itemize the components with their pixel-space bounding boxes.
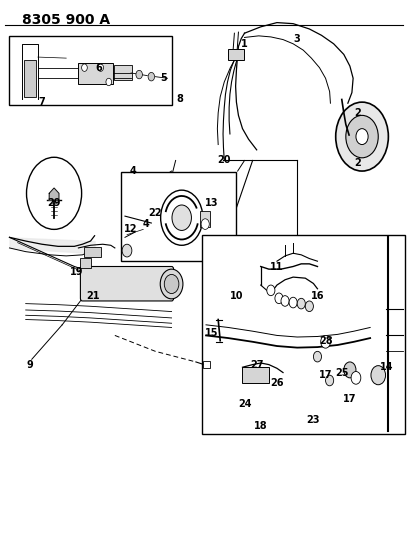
Circle shape [275,293,283,304]
Bar [200,211,210,227]
Bar [202,235,405,433]
Text: 25: 25 [335,368,348,377]
Text: 8: 8 [176,94,183,104]
Text: 3: 3 [294,34,301,44]
Bar [84,247,101,257]
Polygon shape [49,188,59,200]
Text: 21: 21 [86,290,99,301]
Circle shape [122,244,132,257]
Text: 17: 17 [319,370,333,380]
Text: 14: 14 [379,362,393,372]
Circle shape [346,115,378,158]
Text: 10: 10 [230,290,243,301]
Text: 4: 4 [130,166,136,176]
Text: 4: 4 [143,219,150,229]
Text: 26: 26 [270,378,284,388]
Text: 27: 27 [250,360,264,369]
Bar [228,49,244,60]
Circle shape [356,128,368,144]
Bar [203,361,211,368]
Bar [24,60,36,97]
Circle shape [281,296,289,306]
Circle shape [336,102,388,171]
Text: 2: 2 [355,158,361,168]
Text: 17: 17 [343,394,357,404]
Text: 29: 29 [47,198,61,208]
Circle shape [161,190,203,245]
Text: 8305 900 A: 8305 900 A [22,13,110,27]
Text: 20: 20 [217,156,231,165]
Bar [242,367,269,383]
Circle shape [27,157,82,229]
Circle shape [160,269,183,299]
Text: 2: 2 [355,108,361,118]
Text: 22: 22 [149,208,162,219]
Circle shape [371,366,386,385]
Bar [121,172,236,261]
Circle shape [201,219,209,229]
Circle shape [98,64,104,71]
Text: 11: 11 [270,262,284,271]
Text: 18: 18 [254,421,268,431]
Text: 28: 28 [319,336,333,346]
Circle shape [326,375,334,386]
Text: 5: 5 [160,73,167,83]
Bar [114,65,132,80]
Text: 16: 16 [311,290,324,301]
Text: 7: 7 [38,97,45,107]
Circle shape [305,301,313,312]
Bar [78,63,113,84]
Circle shape [136,70,142,79]
Circle shape [267,285,275,296]
Text: 9: 9 [27,360,33,369]
Text: 24: 24 [238,399,251,409]
Circle shape [164,274,179,294]
Text: 23: 23 [307,415,320,425]
Circle shape [351,372,361,384]
Circle shape [297,298,305,309]
Bar [9,36,172,105]
Circle shape [172,205,191,230]
Circle shape [82,64,87,71]
Circle shape [289,297,297,308]
Text: 15: 15 [205,328,219,338]
Circle shape [344,362,356,378]
Text: 1: 1 [241,39,248,49]
Text: 12: 12 [124,224,138,235]
Circle shape [148,72,155,81]
FancyBboxPatch shape [80,266,174,301]
Text: 19: 19 [70,267,83,277]
Circle shape [313,351,322,362]
Circle shape [106,78,112,86]
Text: 13: 13 [205,198,219,208]
Text: 6: 6 [95,63,102,72]
Circle shape [321,335,330,348]
Bar [80,258,91,268]
